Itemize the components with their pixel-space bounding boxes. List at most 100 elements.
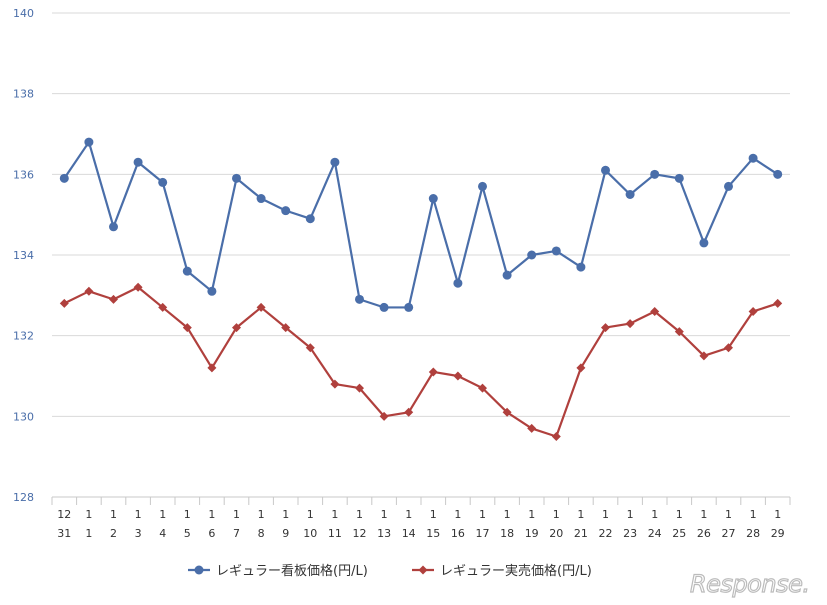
data-point [699,238,709,248]
data-point [330,379,340,389]
data-point [527,250,537,260]
data-point [748,153,758,163]
x-tick-label-month: 1 [184,508,191,521]
x-tick-label-month: 1 [159,508,166,521]
x-tick-label-month: 1 [479,508,486,521]
x-tick-label-day: 29 [771,527,785,540]
x-tick-label-day: 31 [57,527,71,540]
x-tick-label-month: 1 [602,508,609,521]
x-tick-label-day: 10 [303,527,317,540]
x-tick-label-day: 22 [599,527,613,540]
data-point [453,278,463,288]
data-point [182,266,192,276]
y-tick-label: 132 [13,330,34,343]
watermark-logo: Response. [690,570,809,598]
data-point [650,306,660,316]
data-point [502,270,512,280]
data-point [305,214,315,224]
x-tick-label-day: 23 [623,527,637,540]
y-tick-label: 136 [13,168,34,181]
x-tick-label-day: 12 [353,527,367,540]
x-tick-label-day: 14 [402,527,416,540]
series-1 [59,137,783,312]
x-tick-label-month: 1 [208,508,215,521]
data-point [478,181,487,191]
data-point [404,302,414,312]
y-tick-label: 128 [13,491,34,504]
x-tick-label-month: 1 [676,508,683,521]
data-point [281,323,291,333]
x-tick-label-day: 11 [328,527,342,540]
data-point [551,432,561,441]
x-tick-label-day: 24 [648,527,662,540]
legend-label: レギュラー看板価格(円/L) [216,563,368,579]
data-point [625,190,635,199]
data-point [305,343,315,353]
data-point [232,173,241,183]
x-tick-label-day: 5 [184,527,191,540]
x-tick-label-month: 1 [774,508,781,521]
y-tick-label: 130 [13,410,34,423]
series-2 [59,282,783,441]
data-point [207,363,217,373]
x-tick-label-day: 17 [476,527,490,540]
data-point [650,169,660,179]
series-line [63,140,779,309]
legend-label: レギュラー実売価格(円/L) [440,563,592,579]
legend: レギュラー看板価格(円/L) レギュラー実売価格(円/L) [188,563,592,579]
x-tick-label-month: 1 [553,508,560,521]
data-point [59,298,69,308]
x-tick-label-month: 1 [85,508,92,521]
x-tick-label-month: 1 [282,508,289,521]
data-point [551,246,561,256]
data-point [625,319,635,329]
x-tick-label-month: 1 [258,508,265,521]
data-point [674,327,684,337]
data-point [601,165,610,175]
x-tick-label-month: 1 [110,508,117,521]
x-tick-label-month: 1 [356,508,363,521]
data-point [182,323,192,333]
x-tick-label-day: 8 [258,527,265,540]
data-point [576,363,586,373]
x-tick-label-month: 1 [405,508,412,521]
data-point [601,323,610,333]
series-layer [59,137,783,441]
data-point [281,206,291,216]
x-axis: 1231111213141516171819110111112113114115… [51,496,791,540]
x-tick-label-day: 26 [697,527,711,540]
data-point [724,343,733,353]
x-tick-label-month: 1 [725,508,732,521]
x-tick-label-month: 1 [504,508,511,521]
x-tick-label-day: 1 [85,527,92,540]
data-point [158,177,168,187]
data-point [256,194,266,204]
x-tick-label-month: 1 [307,508,314,521]
x-tick-label-day: 28 [746,527,760,540]
data-point [748,306,758,316]
x-tick-label-day: 16 [451,527,465,540]
data-point [699,351,709,361]
x-tick-label-month: 1 [577,508,584,521]
data-point [674,173,684,183]
data-point [109,294,118,304]
data-point [109,222,118,232]
data-point [428,194,438,204]
data-point [724,181,733,191]
data-point [133,157,143,167]
y-tick-label: 138 [13,88,34,101]
x-tick-label-month: 1 [331,508,338,521]
data-point [379,302,389,312]
data-point [158,302,168,312]
data-point [478,383,487,393]
data-point [232,323,241,333]
data-point [379,411,389,421]
x-tick-label-month: 1 [135,508,142,521]
legend-marker [418,565,428,575]
x-tick-label-day: 4 [159,527,166,540]
x-tick-label-month: 1 [528,508,535,521]
data-point [355,383,364,393]
series-line [63,286,779,438]
x-tick-label-day: 25 [672,527,686,540]
